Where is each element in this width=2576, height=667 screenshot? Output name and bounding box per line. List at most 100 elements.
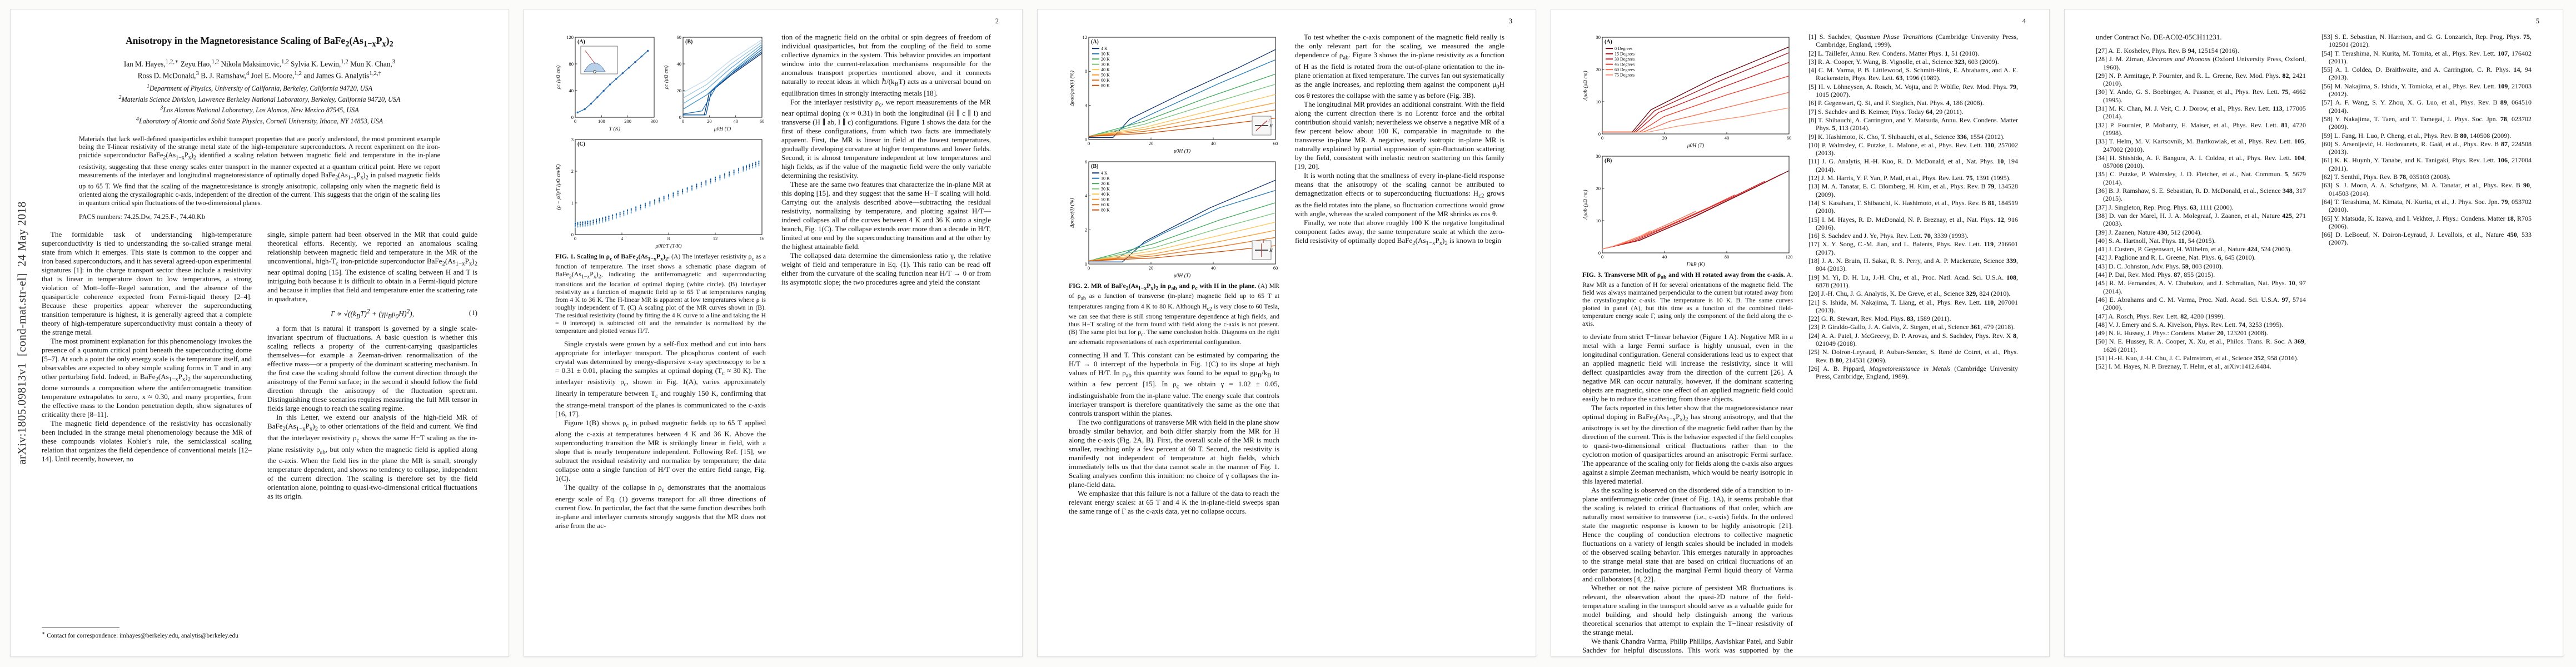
data-point: [710, 178, 711, 180]
x-tick-label: 0: [1088, 141, 1090, 146]
x-tick-label: 40: [1211, 141, 1216, 146]
legend-label: 80 K: [1101, 83, 1110, 88]
panel-label: (B): [1091, 163, 1098, 170]
data-point: [615, 215, 617, 217]
chart-canvas: 0 20 40 60 0 2 4 6 μ0H (T) Δρc/ρc(0) (%) (B)4 K10 …: [1069, 159, 1278, 279]
data-curve: [682, 39, 763, 93]
data-point: [584, 221, 586, 223]
legend-label: 80 K: [1101, 208, 1110, 213]
legend-label: 30 Degrees: [1615, 57, 1635, 62]
legend-label: 10 K: [1101, 176, 1110, 181]
x-axis-label: μ0H (T): [714, 126, 731, 132]
optimal-doping-marker: [593, 70, 596, 73]
y-axis-label: Δρab (μΩ cm): [1583, 190, 1589, 220]
data-point: [682, 189, 684, 191]
reference-list-3: [53] S. E. Sebastian, N. Harrison, and G…: [2321, 33, 2532, 247]
y-tick-label: 20: [677, 88, 682, 93]
data-point: [719, 178, 721, 180]
paper-title: Anisotropy in the Magnetoresistance Scal…: [126, 35, 393, 49]
fig3-panel-A: 0 20 40 60 0 10 20 30 μ0H (T) Δρab (μΩ cm) (A) 0 De…: [1582, 33, 1793, 149]
data-point: [640, 55, 642, 58]
data-point: [758, 161, 760, 162]
data-point: [596, 96, 599, 98]
legend-label: 10 K: [1101, 52, 1110, 57]
data-point: [752, 165, 754, 167]
data-point: [584, 223, 586, 225]
body-paragraph: As the scaling is observed on the disord…: [1582, 486, 1793, 584]
data-point: [590, 102, 592, 105]
reference: [29] N. P. Armitage, P. Fournier, and R.…: [2096, 71, 2306, 88]
reference: [52] I. M. Hayes, N. P. Breznay, T. Helm…: [2096, 362, 2271, 371]
x-tick-label: 60: [1273, 141, 1278, 146]
data-point: [587, 225, 589, 226]
reference: [60] S. Arsenijević, H. Hodovanets, R. G…: [2321, 140, 2532, 156]
x-axis-label: μ0H (T): [1173, 148, 1190, 155]
y-tick-label: 6: [1085, 159, 1087, 165]
data-point: [577, 222, 579, 224]
reference-list-2: [27] A. E. Koshelev, Phys. Rev. B 94, 12…: [2096, 47, 2306, 371]
legend-label: 50 K: [1101, 197, 1110, 202]
page4-column-1: 0 20 40 60 0 10 20 30 μ0H (T) Δρab (μΩ cm) (A) 0 De…: [1582, 33, 1793, 656]
y-tick-label: 30: [1596, 34, 1601, 40]
x-tick-label: 200: [624, 118, 631, 124]
page1-col2-text-bottom: a form that is natural if transport is g…: [267, 324, 477, 501]
page2-column-2: tion of the magnetic field on the orbita…: [781, 33, 991, 530]
legend-label: 4 K: [1101, 46, 1108, 51]
current-label: I: [1262, 239, 1264, 244]
x-axis-label: Γ/kB (K): [1686, 262, 1705, 268]
data-curve: [1602, 107, 1790, 133]
x-tick-label: 0: [574, 236, 576, 241]
page-number: 4: [2022, 17, 2026, 25]
legend-label: 20 K: [1101, 57, 1110, 62]
y-tick-label: 2: [571, 168, 574, 174]
reference: [66] D. LeBoeuf, N. Doiron-Leyraud, J. L…: [2321, 231, 2532, 247]
y-tick-label: 20: [1596, 67, 1601, 72]
reference: [62] T. Senthil, Phys. Rev. B 78, 035103…: [2321, 173, 2451, 181]
data-point: [589, 222, 591, 224]
x-axis-label: μ0H/T (T/K): [655, 243, 681, 250]
fig3-panel-B: 0 40 80 120 0 10 20 30 Γ/kB (K) Δρab (μΩ cm) (B): [1582, 152, 1793, 268]
page-5: 5 under Contract No. DE-AC02-05CH11231. …: [2064, 9, 2563, 657]
data-point: [696, 184, 697, 186]
x-tick-label: 100: [598, 118, 605, 124]
data-point: [738, 172, 740, 173]
page1-column-1: The formidable task of understanding hig…: [42, 230, 252, 501]
data-point: [587, 221, 589, 222]
reference: [17] X. Y. Song, C.-M. Jian, and L. Bale…: [1808, 240, 2018, 256]
figure-3: 0 20 40 60 0 10 20 30 μ0H (T) Δρab (μΩ cm) (A) 0 De…: [1582, 33, 1793, 328]
plot-frame: [1088, 161, 1276, 265]
page1-col1-text: The formidable task of understanding hig…: [42, 230, 252, 464]
page2-columns: 0 100 200 300 0 40 80 120 T (K) ρc (μΩ cm) (A) 0 20…: [555, 33, 991, 530]
data-point: [579, 225, 581, 227]
data-point: [691, 186, 693, 187]
data-point: [582, 221, 584, 223]
data-point: [686, 187, 688, 189]
body-paragraph: We thank Chandra Varma, Philip Phillips,…: [1582, 637, 1793, 656]
x-tick-label: 20: [707, 118, 712, 124]
reference: [32] P. Fournier, P. Mohanty, E. Maiser,…: [2096, 121, 2306, 137]
reference: [1] S. Sachdev, Quantum Phase Transition…: [1808, 33, 2018, 49]
reference: [33] T. Helm, M. V. Kartsovnik, M. Bartk…: [2096, 137, 2306, 153]
data-curve: [1088, 202, 1276, 262]
data-curve: [682, 49, 763, 115]
data-point: [627, 210, 629, 211]
data-point: [672, 192, 674, 194]
legend-label: 60 K: [1101, 202, 1110, 207]
data-point: [615, 217, 617, 218]
legend-label: 15 Degrees: [1615, 52, 1635, 57]
data-curve: [1088, 94, 1276, 137]
data-curve: [1088, 212, 1276, 262]
data-curve: [1088, 83, 1276, 137]
y-tick-label: 120: [566, 34, 574, 40]
superconducting-dome: [584, 62, 606, 72]
page-2: 2 0 100 200 300 0 40 80 120 T (K) ρc (μΩ cm) (A) 0…: [524, 9, 1023, 657]
data-point: [677, 195, 679, 196]
page1-columns: The formidable task of understanding hig…: [42, 230, 477, 501]
x-tick-label: 4: [621, 236, 624, 241]
fig2-panel-A: 0 20 40 60 0 4 8 12 μ0H (T) Δρab/ρab(0) (%) (A) 4 K…: [1069, 33, 1279, 155]
data-curve: [1088, 109, 1276, 137]
x-tick-label: 60: [1273, 265, 1278, 271]
afm-transition-line: [585, 50, 596, 64]
